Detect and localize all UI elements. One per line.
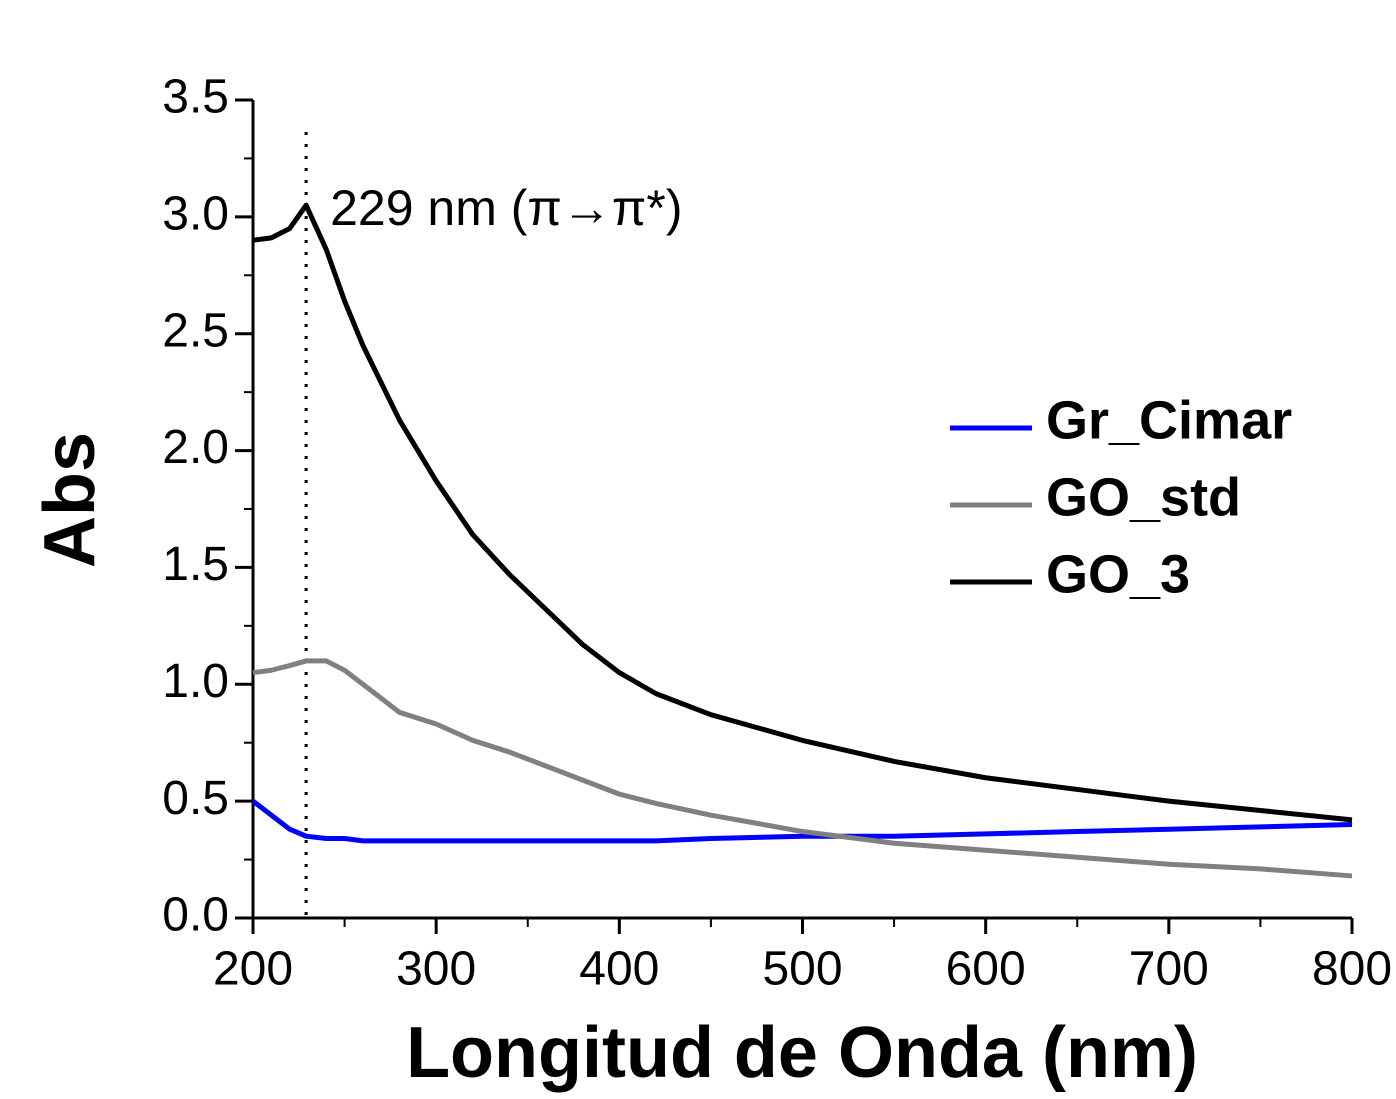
- x-axis-label: Longitud de Onda (nm): [406, 1013, 1198, 1093]
- y-tick-label: 2.0: [162, 421, 229, 474]
- y-axis-label: Abs: [30, 432, 110, 568]
- line-series: [252, 202, 1353, 823]
- y-tick-label: 1.5: [162, 538, 229, 591]
- x-tick-label: 200: [213, 943, 293, 996]
- y-tick-label: 0.5: [162, 772, 229, 825]
- x-tick-label: 800: [1312, 943, 1392, 996]
- x-tick-label: 500: [762, 943, 842, 996]
- x-tick-label: 300: [396, 943, 476, 996]
- annotation-text: 229 nm (π→π*): [330, 180, 682, 236]
- legend-label: Gr_Cimar: [1046, 390, 1292, 450]
- x-tick-label: 400: [579, 943, 659, 996]
- y-tick-label: 1.0: [162, 655, 229, 708]
- y-tick-label: 2.5: [162, 304, 229, 357]
- line-series: [251, 799, 1353, 844]
- y-tick-label: 0.0: [162, 889, 229, 942]
- legend-label: GO_3: [1046, 544, 1190, 604]
- x-tick-label: 700: [1129, 943, 1209, 996]
- legend-label: GO_std: [1046, 467, 1241, 527]
- x-tick-label: 600: [946, 943, 1026, 996]
- line-series: [252, 658, 1353, 879]
- y-tick-label: 3.5: [162, 71, 229, 124]
- y-tick-label: 3.0: [162, 188, 229, 241]
